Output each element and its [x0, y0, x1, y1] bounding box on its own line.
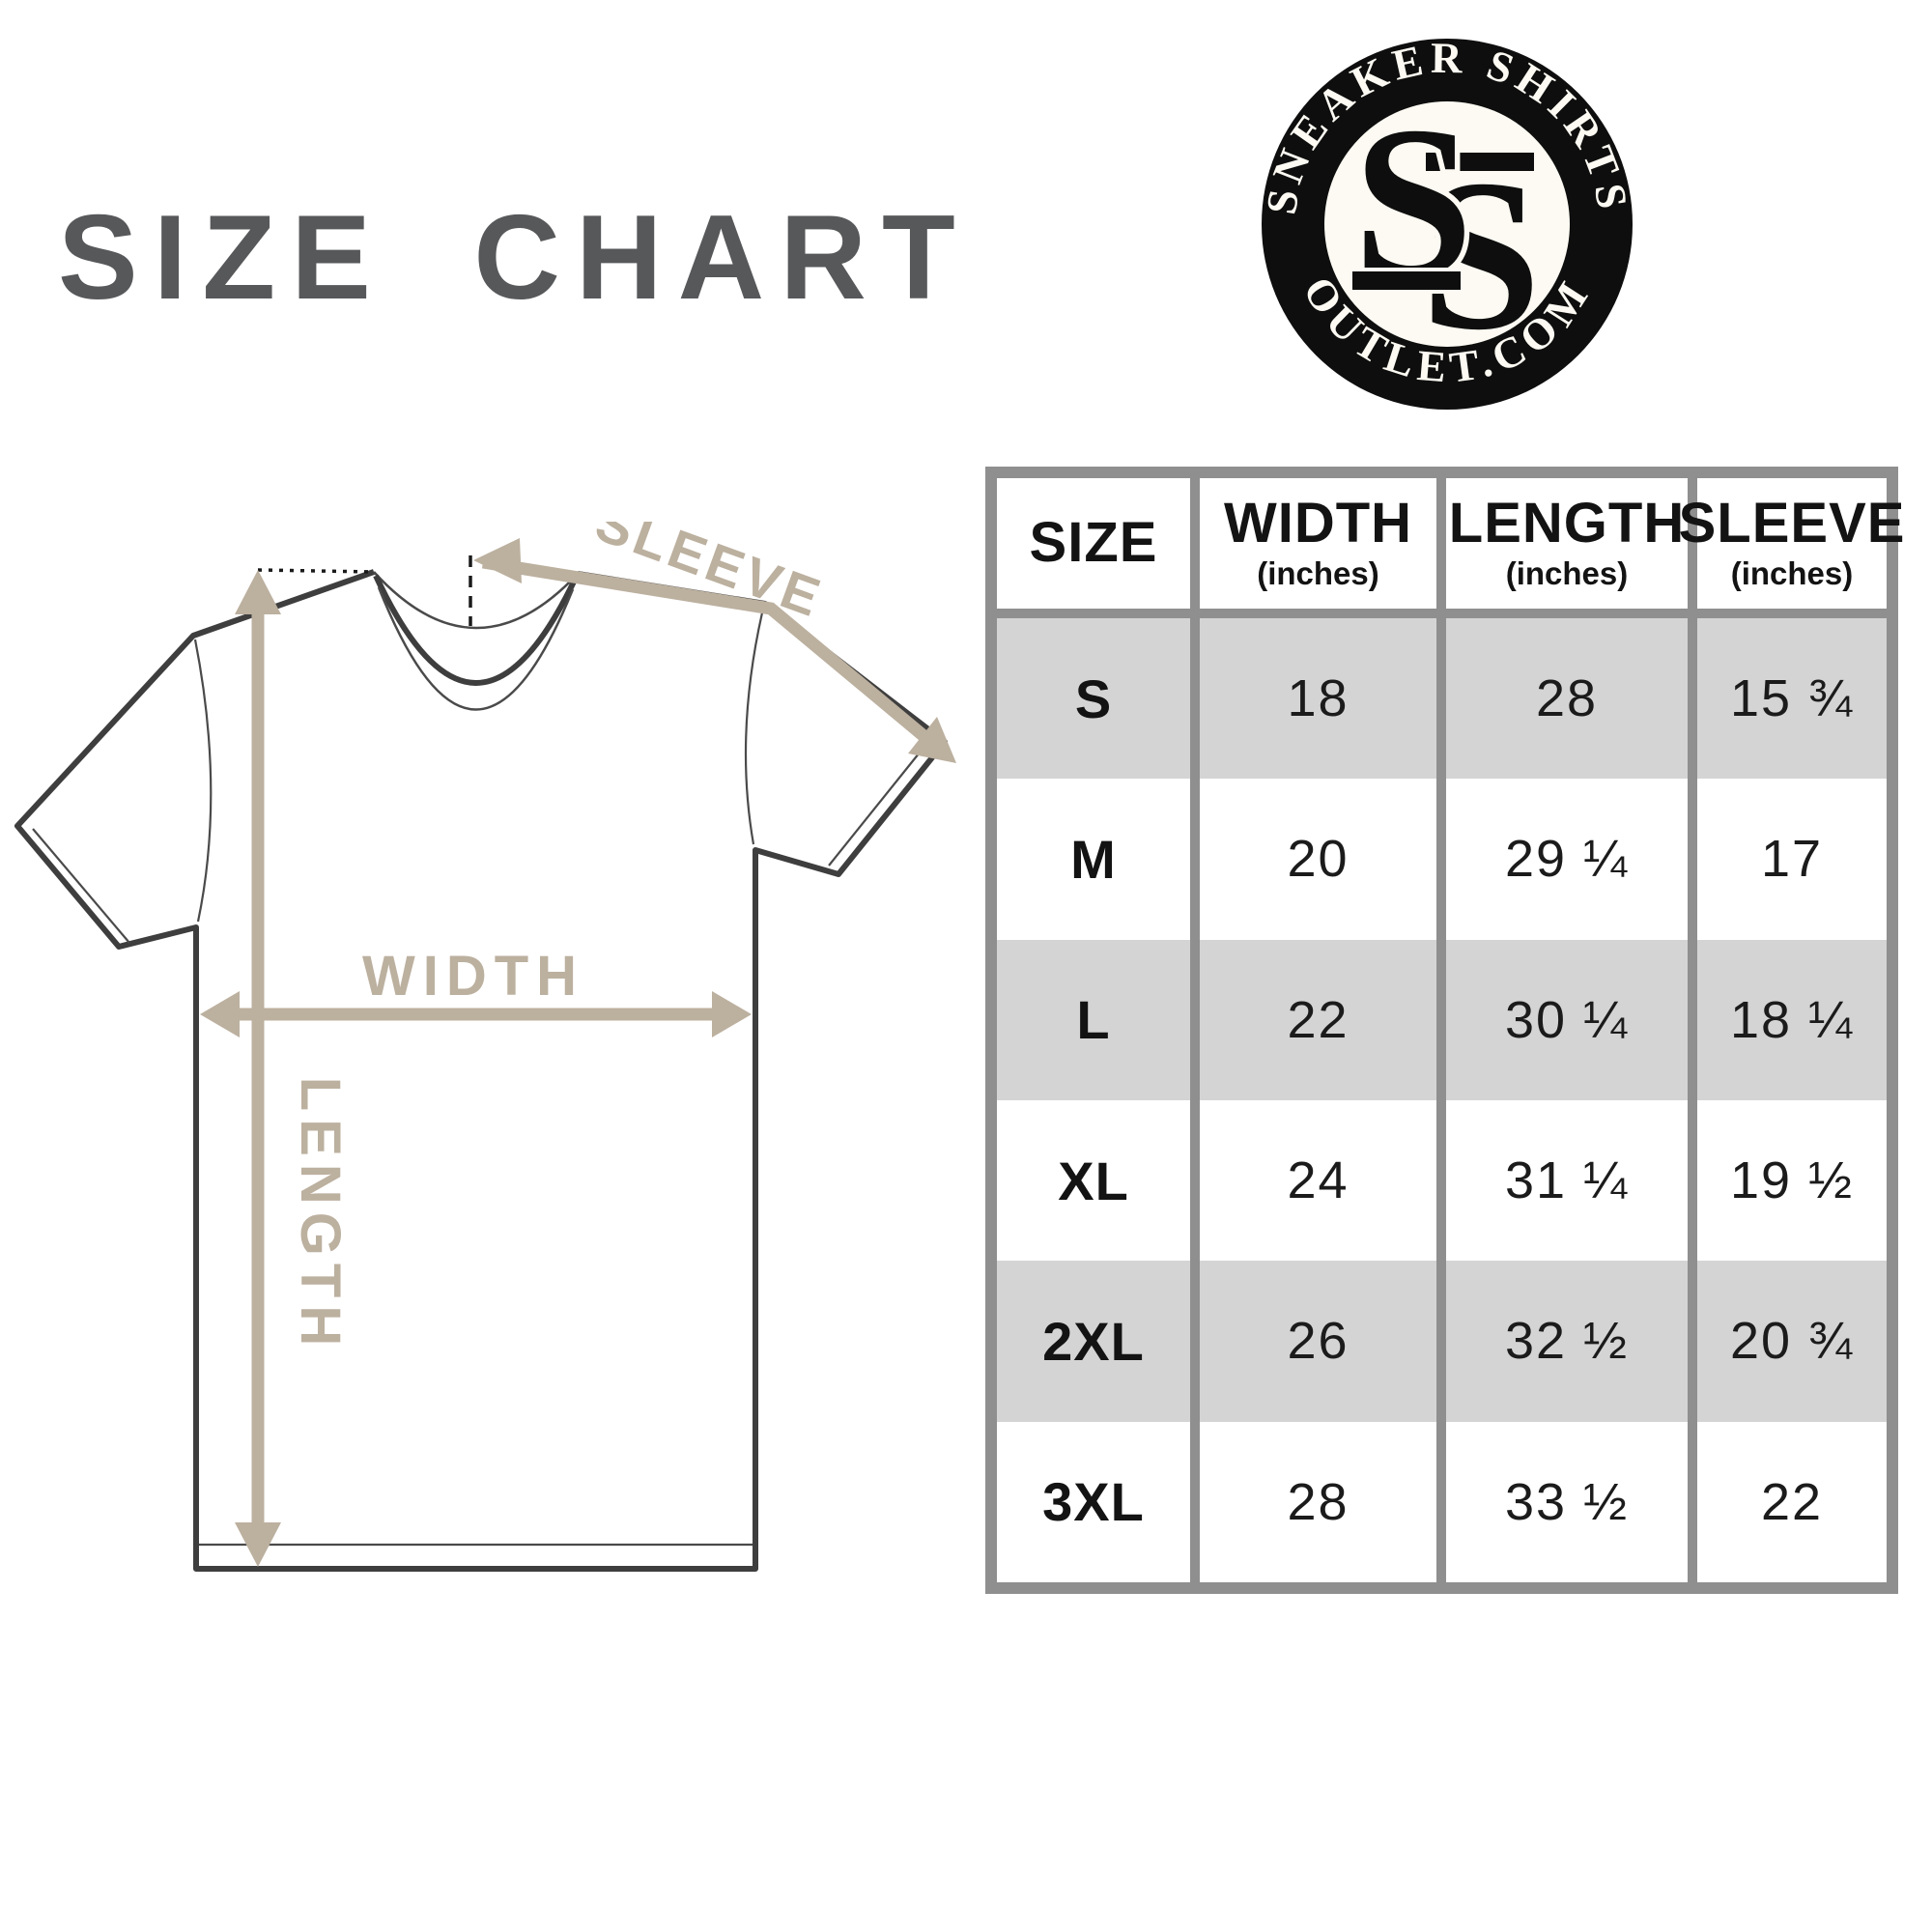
header-divider — [1200, 609, 1436, 618]
tshirt-body-fill — [17, 572, 945, 1569]
monogram-s-back: S — [1421, 135, 1542, 375]
table-row: M — [997, 779, 1190, 940]
shoulder-dotted-guide — [257, 568, 375, 574]
header-label: SLEEVE — [1678, 491, 1906, 554]
header-divider — [997, 609, 1190, 618]
width-label: WIDTH — [362, 945, 584, 1008]
header-unit: (inches) — [1730, 555, 1854, 592]
column-header-length: LENGTH (inches) — [1446, 478, 1688, 609]
length-arrow — [235, 570, 281, 1567]
table-row: L — [997, 939, 1190, 1100]
table-cell: 32 ½ — [1446, 1261, 1688, 1422]
table-cell: 18 ¼ — [1697, 939, 1887, 1100]
table-row: S — [997, 618, 1190, 780]
header-divider — [1697, 609, 1887, 618]
header-divider — [1446, 609, 1688, 618]
table-cell: 22 — [1200, 939, 1436, 1100]
left-sleeve-seam-line — [193, 639, 213, 923]
table-cell: 19 ½ — [1697, 1099, 1887, 1262]
header-unit: (inches) — [1257, 555, 1379, 592]
monogram-bottom-bar — [1349, 268, 1464, 294]
table-column-size: SIZE S M L XL 2XL 3XL — [997, 478, 1190, 1582]
table-cell: 30 ¼ — [1446, 939, 1688, 1100]
tshirt-measurement-diagram: SLEEVE WIDTH LENGTH — [14, 522, 956, 1572]
column-header-size: SIZE — [997, 478, 1190, 609]
right-sleeve-seam-line — [744, 608, 765, 845]
table-cell: 31 ¼ — [1446, 1099, 1688, 1262]
page-title: SIZE CHART — [58, 191, 971, 325]
ss-monogram-icon: S S — [1348, 77, 1542, 376]
table-row: XL — [997, 1099, 1190, 1262]
sneaker-shirts-outlet-logo: SNEAKER SHIRTS OUTLET.COM S S — [1258, 35, 1633, 410]
table-cell: 29 ¼ — [1446, 779, 1688, 940]
collar-back-line — [373, 571, 579, 630]
column-header-sleeve: SLEEVE (inches) — [1679, 478, 1904, 609]
table-cell: 15 ¾ — [1697, 618, 1887, 780]
header-unit: (inches) — [1505, 555, 1629, 592]
table-column-sleeve: SLEEVE (inches) 15 ¾ 17 18 ¼ 19 ½ 20 ¾ 2… — [1679, 478, 1904, 1582]
length-label: LENGTH — [289, 1077, 352, 1353]
table-cell: 28 — [1446, 618, 1688, 780]
header-label: SIZE — [1029, 511, 1158, 575]
table-row: 2XL — [997, 1261, 1190, 1422]
tshirt-outline-drawing — [14, 569, 948, 1572]
table-row: 3XL — [997, 1421, 1190, 1582]
table-cell: 18 — [1200, 618, 1436, 780]
left-cuff-hem-line — [32, 828, 130, 944]
size-chart-table: SIZE S M L XL 2XL 3XL WIDTH (inches) 18 … — [985, 467, 1904, 1594]
table-cell: 20 — [1200, 779, 1436, 940]
monogram-top-bar — [1422, 149, 1538, 175]
width-arrow — [200, 991, 752, 1037]
table-column-width: WIDTH (inches) 18 20 22 24 26 28 — [1200, 478, 1436, 1582]
table-cell: 33 ½ — [1446, 1421, 1688, 1582]
right-cuff-hem-line — [828, 737, 932, 867]
table-cell: 20 ¾ — [1697, 1261, 1887, 1422]
table-cell: 17 — [1697, 779, 1887, 940]
column-header-width: WIDTH (inches) — [1200, 478, 1436, 609]
table-cell: 24 — [1200, 1099, 1436, 1262]
header-label: LENGTH — [1448, 491, 1686, 554]
table-cell: 28 — [1200, 1421, 1436, 1582]
table-cell: 26 — [1200, 1261, 1436, 1422]
collar-band-seam-line — [377, 586, 575, 711]
table-column-length: LENGTH (inches) 28 29 ¼ 30 ¼ 31 ¼ 32 ½ 3… — [1446, 478, 1688, 1582]
collar-front-line — [373, 574, 579, 686]
sleeve-arrow — [473, 538, 956, 763]
table-cell: 22 — [1697, 1421, 1887, 1582]
header-label: WIDTH — [1223, 491, 1413, 554]
